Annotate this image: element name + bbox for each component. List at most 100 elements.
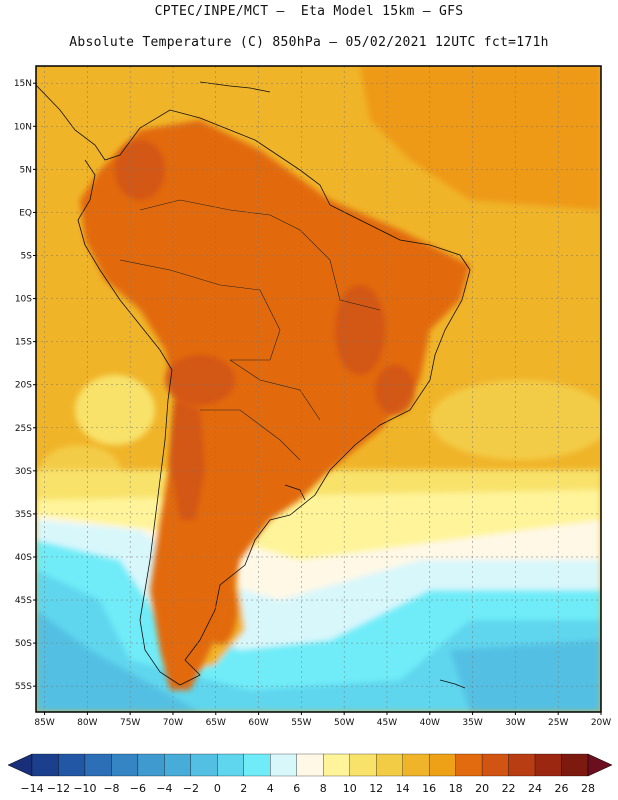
border-bolivia-brazil	[230, 289, 281, 361]
lat-label: 50S	[15, 639, 32, 649]
colorbar-under-arrow	[7, 753, 33, 777]
lat-label: 15N	[14, 79, 32, 89]
colorbar-label: −10	[73, 782, 96, 795]
lon-label: 55W	[291, 718, 311, 728]
colorbar-swatch	[534, 753, 562, 777]
colorbar	[7, 753, 613, 777]
pacific-yellow-patch	[75, 375, 155, 445]
colorbar-swatch	[349, 753, 377, 777]
colorbar-label: −12	[47, 782, 70, 795]
lon-label: 65W	[206, 718, 226, 728]
lat-label: 10N	[14, 122, 32, 132]
title-line-2: Absolute Temperature (C) 850hPa – 05/02/…	[69, 35, 549, 50]
lon-label: 45W	[377, 718, 397, 728]
lagoa-outline	[284, 484, 306, 501]
colorbar-label: 2	[240, 782, 247, 795]
colorbar-swatch	[270, 753, 297, 777]
lon-label: 85W	[34, 718, 54, 728]
colorbar-label: 20	[475, 782, 489, 795]
colorbar-swatch	[455, 753, 483, 777]
central-brazil-hot-spot	[335, 285, 385, 375]
colorbar-labels: −14 −12 −10 −8 −6 −4 −2 0 2 4 6 8 10 12 14 16 18 20 22 24 26…	[20, 782, 595, 795]
lat-label: 25S	[15, 424, 32, 434]
colorbar-label: 14	[396, 782, 410, 795]
lat-label: 5S	[21, 251, 33, 261]
lon-label: 35W	[462, 718, 482, 728]
south-america-coastline	[36, 84, 471, 686]
longitude-labels: 85W 80W 75W 70W 65W 60W 55W 50W 45W 40W 35W 30W 25W 2…	[34, 712, 611, 728]
lat-label: 35S	[15, 510, 32, 520]
atlantic-yellow-patch	[430, 380, 601, 460]
colorbar-label: 28	[581, 782, 595, 795]
colorbar-swatch	[111, 753, 139, 777]
caribbean-coast	[199, 81, 271, 93]
lat-label: 30S	[15, 467, 32, 477]
temperature-field	[36, 66, 601, 712]
southwest-cold-patch	[36, 610, 200, 712]
border-paraguay	[229, 359, 321, 421]
north-warm-band	[360, 66, 601, 210]
andes-hot-strip	[170, 400, 205, 520]
colorbar-label: −2	[183, 782, 199, 795]
colorbar-swatch	[323, 753, 350, 777]
lon-label: 80W	[77, 718, 97, 728]
colorbar-swatch	[481, 753, 509, 777]
lon-label: 40W	[420, 718, 440, 728]
lat-label: 20S	[15, 381, 32, 391]
colorbar-swatch	[217, 753, 244, 777]
lat-label: 45S	[15, 596, 32, 606]
colorbar-label: 26	[555, 782, 569, 795]
lat-label: 10S	[15, 295, 32, 305]
lat-label: 5N	[20, 165, 32, 175]
colorbar-swatch	[31, 753, 59, 777]
colorbar-label: −8	[103, 782, 119, 795]
colorbar-swatch	[164, 753, 192, 777]
colorbar-label: 18	[449, 782, 463, 795]
colorbar-label: 4	[267, 782, 274, 795]
map-frame	[35, 65, 602, 713]
colorbar-swatch	[402, 753, 430, 777]
colorbar-swatch	[243, 753, 271, 777]
falklands-outline	[439, 679, 466, 689]
border-peru-brazil	[119, 259, 261, 291]
colorbar-swatch	[561, 753, 589, 777]
title-line-1: CPTEC/INPE/MCT – Eta Model 15km – GFS	[154, 4, 464, 19]
colorbar-label: 24	[528, 782, 542, 795]
lon-label: 70W	[163, 718, 183, 728]
border-colombia-venezuela	[139, 199, 301, 231]
colorbar-label: 12	[369, 782, 383, 795]
border-brazil-states	[299, 229, 381, 311]
colorbar-swatch	[137, 753, 165, 777]
lat-label: 15S	[15, 338, 32, 348]
lat-label: EQ	[19, 208, 32, 218]
coastlines	[36, 81, 471, 689]
lat-label: 55S	[15, 682, 32, 692]
southeast-cold-patch	[450, 640, 601, 712]
lon-label: 30W	[505, 718, 525, 728]
lon-label: 50W	[334, 718, 354, 728]
lat-label: 40S	[15, 553, 32, 563]
lon-label: 20W	[591, 718, 611, 728]
colorbar-label: 0	[214, 782, 221, 795]
colorbar-label: 8	[320, 782, 327, 795]
colorbar-swatch	[58, 753, 86, 777]
colorbar-label: −14	[20, 782, 43, 795]
colorbar-label: −4	[156, 782, 172, 795]
colorbar-swatch	[508, 753, 536, 777]
country-borders	[119, 199, 381, 461]
lon-label: 75W	[120, 718, 140, 728]
southeast-brazil-hot-spot	[375, 365, 415, 415]
colorbar-swatch	[296, 753, 324, 777]
colorbar-swatch	[428, 753, 456, 777]
colorbar-label: 10	[343, 782, 357, 795]
colorbar-label: 22	[502, 782, 516, 795]
north-andes-hot-spot	[115, 140, 165, 200]
border-argentina-north	[200, 409, 301, 461]
colorbar-label: 6	[293, 782, 300, 795]
grid-lines	[36, 66, 602, 712]
colorbar-label: −6	[130, 782, 146, 795]
colorbar-swatch	[84, 753, 112, 777]
lon-label: 25W	[548, 718, 568, 728]
altiplano-hot-spot	[165, 355, 235, 405]
